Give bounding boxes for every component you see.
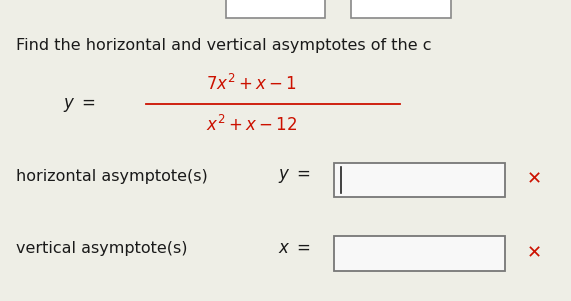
FancyBboxPatch shape: [226, 0, 325, 18]
Text: ✕: ✕: [526, 244, 541, 262]
Text: $y\ =$: $y\ =$: [63, 96, 96, 114]
Text: $x^2 + x - 12$: $x^2 + x - 12$: [206, 115, 297, 135]
Text: $y\ =$: $y\ =$: [278, 167, 311, 185]
Text: Find the horizontal and vertical asymptotes of the c: Find the horizontal and vertical asympto…: [16, 38, 432, 53]
Text: vertical asymptote(s): vertical asymptote(s): [16, 241, 187, 256]
Text: $x\ =$: $x\ =$: [278, 240, 311, 257]
Text: $7x^2 + x - 1$: $7x^2 + x - 1$: [206, 74, 296, 94]
FancyBboxPatch shape: [334, 236, 505, 271]
FancyBboxPatch shape: [351, 0, 451, 18]
FancyBboxPatch shape: [334, 163, 505, 197]
Text: horizontal asymptote(s): horizontal asymptote(s): [16, 169, 208, 184]
Text: ✕: ✕: [526, 170, 541, 188]
